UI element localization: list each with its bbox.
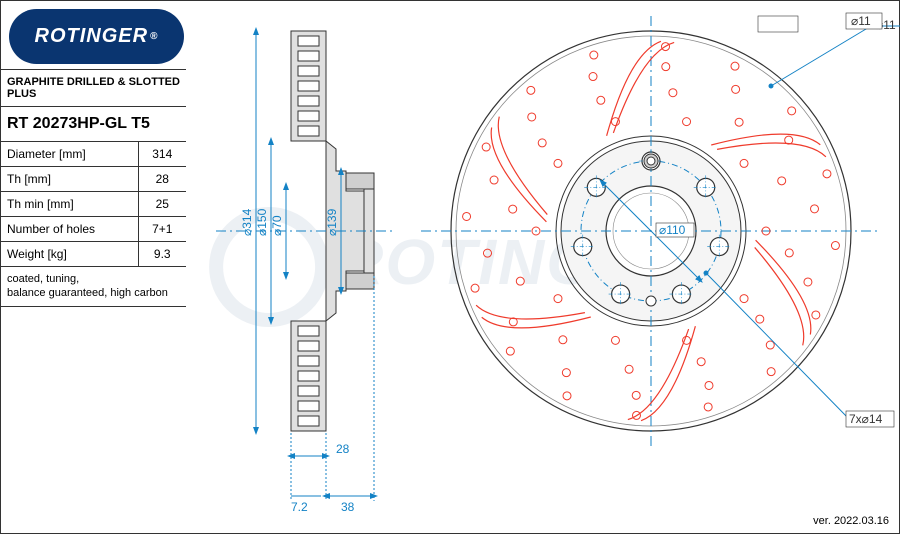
table-row: Diameter [mm]314 [1, 142, 186, 167]
spec-notes: coated, tuning, balance guaranteed, high… [1, 267, 186, 307]
spec-table: Diameter [mm]314 Th [mm]28 Th min [mm]25… [1, 142, 186, 267]
dim-offset: 38 [341, 500, 355, 514]
table-row: Weight [kg]9.3 [1, 242, 186, 267]
technical-drawing: ⌀314 ⌀150 ⌀70 ⌀139 28 38 7.2 [196, 1, 900, 521]
spec-panel: GRAPHITE DRILLED & SLOTTED PLUS RT 20273… [1, 69, 186, 307]
table-row: Th [mm]28 [1, 167, 186, 192]
version-label: ver. 2022.03.16 [813, 515, 889, 527]
face-view: ⌀110 ⌀11 7x⌀14 ⌀11 [421, 13, 900, 446]
spec-value: 314 [138, 142, 186, 167]
spec-label: Diameter [mm] [1, 142, 138, 167]
spec-label: Th [mm] [1, 167, 138, 192]
dim-inner-d: ⌀139 [325, 208, 339, 236]
svg-text:⌀11: ⌀11 [851, 14, 871, 28]
spec-label: Number of holes [1, 217, 138, 242]
table-row: Th min [mm]25 [1, 192, 186, 217]
dim-holes: 7x⌀14 [849, 412, 883, 426]
table-row: Number of holes7+1 [1, 217, 186, 242]
part-number: RT 20273HP-GL T5 [1, 107, 186, 142]
dim-outer-d: ⌀314 [240, 208, 254, 236]
spec-value: 7+1 [138, 217, 186, 242]
dim-flange-d: ⌀150 [255, 208, 269, 236]
dim-thickness: 28 [336, 442, 350, 456]
dim-bolt-circle: ⌀110 [659, 223, 686, 237]
spec-value: 25 [138, 192, 186, 217]
spec-label: Th min [mm] [1, 192, 138, 217]
product-title: GRAPHITE DRILLED & SLOTTED PLUS [1, 70, 186, 107]
brand-text: ROTINGER [35, 25, 149, 48]
dim-shoulder: 7.2 [291, 500, 308, 514]
spec-value: 28 [138, 167, 186, 192]
spec-label: Weight [kg] [1, 242, 138, 267]
reg-mark: ® [150, 31, 158, 42]
dim-hub-d: ⌀70 [270, 215, 284, 236]
profile-view: ⌀314 ⌀150 ⌀70 ⌀139 28 38 7.2 [216, 31, 396, 514]
spec-value: 9.3 [138, 242, 186, 267]
brand-logo: ROTINGER® [9, 9, 184, 64]
